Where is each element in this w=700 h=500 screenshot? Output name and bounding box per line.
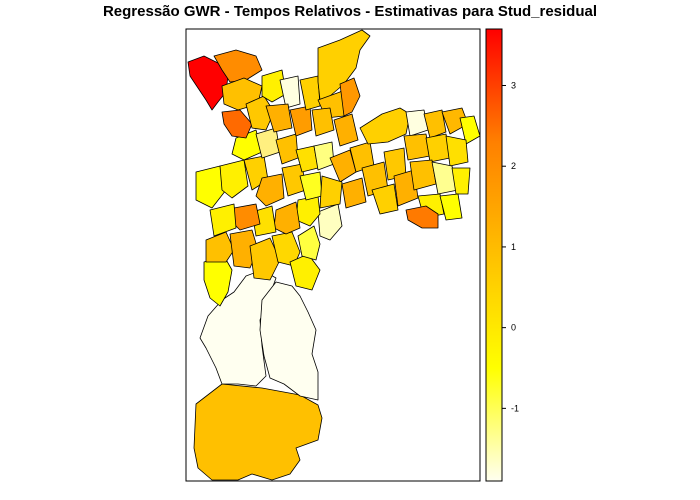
map-regions [187, 29, 481, 481]
region-north [317, 29, 371, 101]
legend-tick-label: 2 [511, 161, 516, 171]
legend-tick-label: 3 [511, 81, 516, 91]
region-south-west [199, 269, 277, 387]
legend-ticks: 3 2 1 0 -1 [502, 81, 519, 413]
legend-tick-label: 1 [511, 242, 516, 252]
legend-tick-label: 0 [511, 323, 516, 333]
region-south-east [259, 281, 319, 401]
legend-tick-label: -1 [511, 403, 519, 413]
map-title: Regressão GWR - Tempos Relativos - Estim… [102, 3, 598, 20]
legend-color-bar [485, 28, 503, 482]
region-northwest-red [187, 55, 229, 111]
region-south-far [193, 383, 323, 481]
